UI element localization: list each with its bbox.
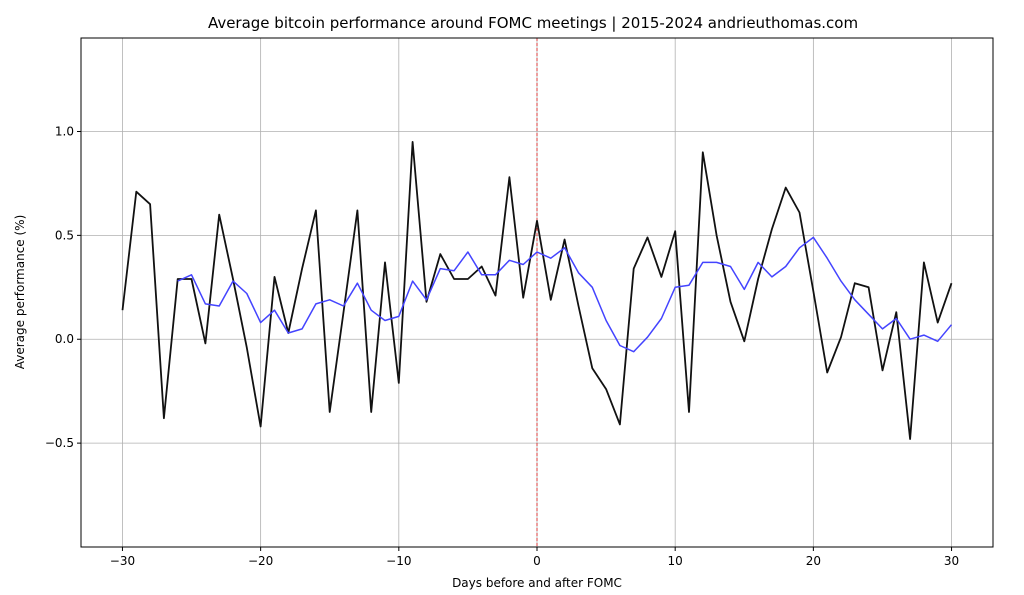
x-tick-label: −20 (248, 554, 273, 568)
series-line-rolling-mean (177, 236, 953, 353)
y-tick-label: −0.5 (45, 436, 74, 450)
y-tick-label: 0.0 (55, 332, 74, 346)
x-tick-label: −30 (110, 554, 135, 568)
y-tick-label: 1.0 (55, 124, 74, 138)
plot-frame (80, 37, 994, 548)
axis-ticks: −30 −20 −10 0 10 20 30 −0.5 0.0 0.5 1.0 (45, 124, 959, 568)
x-tick-label: −10 (386, 554, 411, 568)
x-tick-label: 10 (668, 554, 683, 568)
y-axis-label: Average performance (%) (13, 215, 27, 370)
x-tick-label: 20 (806, 554, 821, 568)
x-tick-label: 30 (944, 554, 959, 568)
chart-title: Average bitcoin performance around FOMC … (208, 14, 858, 32)
y-tick-label: 0.5 (55, 228, 74, 242)
series-line-daily-average (121, 140, 953, 440)
series-lines (121, 38, 953, 547)
x-tick-label: 0 (533, 554, 541, 568)
x-axis-label: Days before and after FOMC (452, 576, 622, 590)
